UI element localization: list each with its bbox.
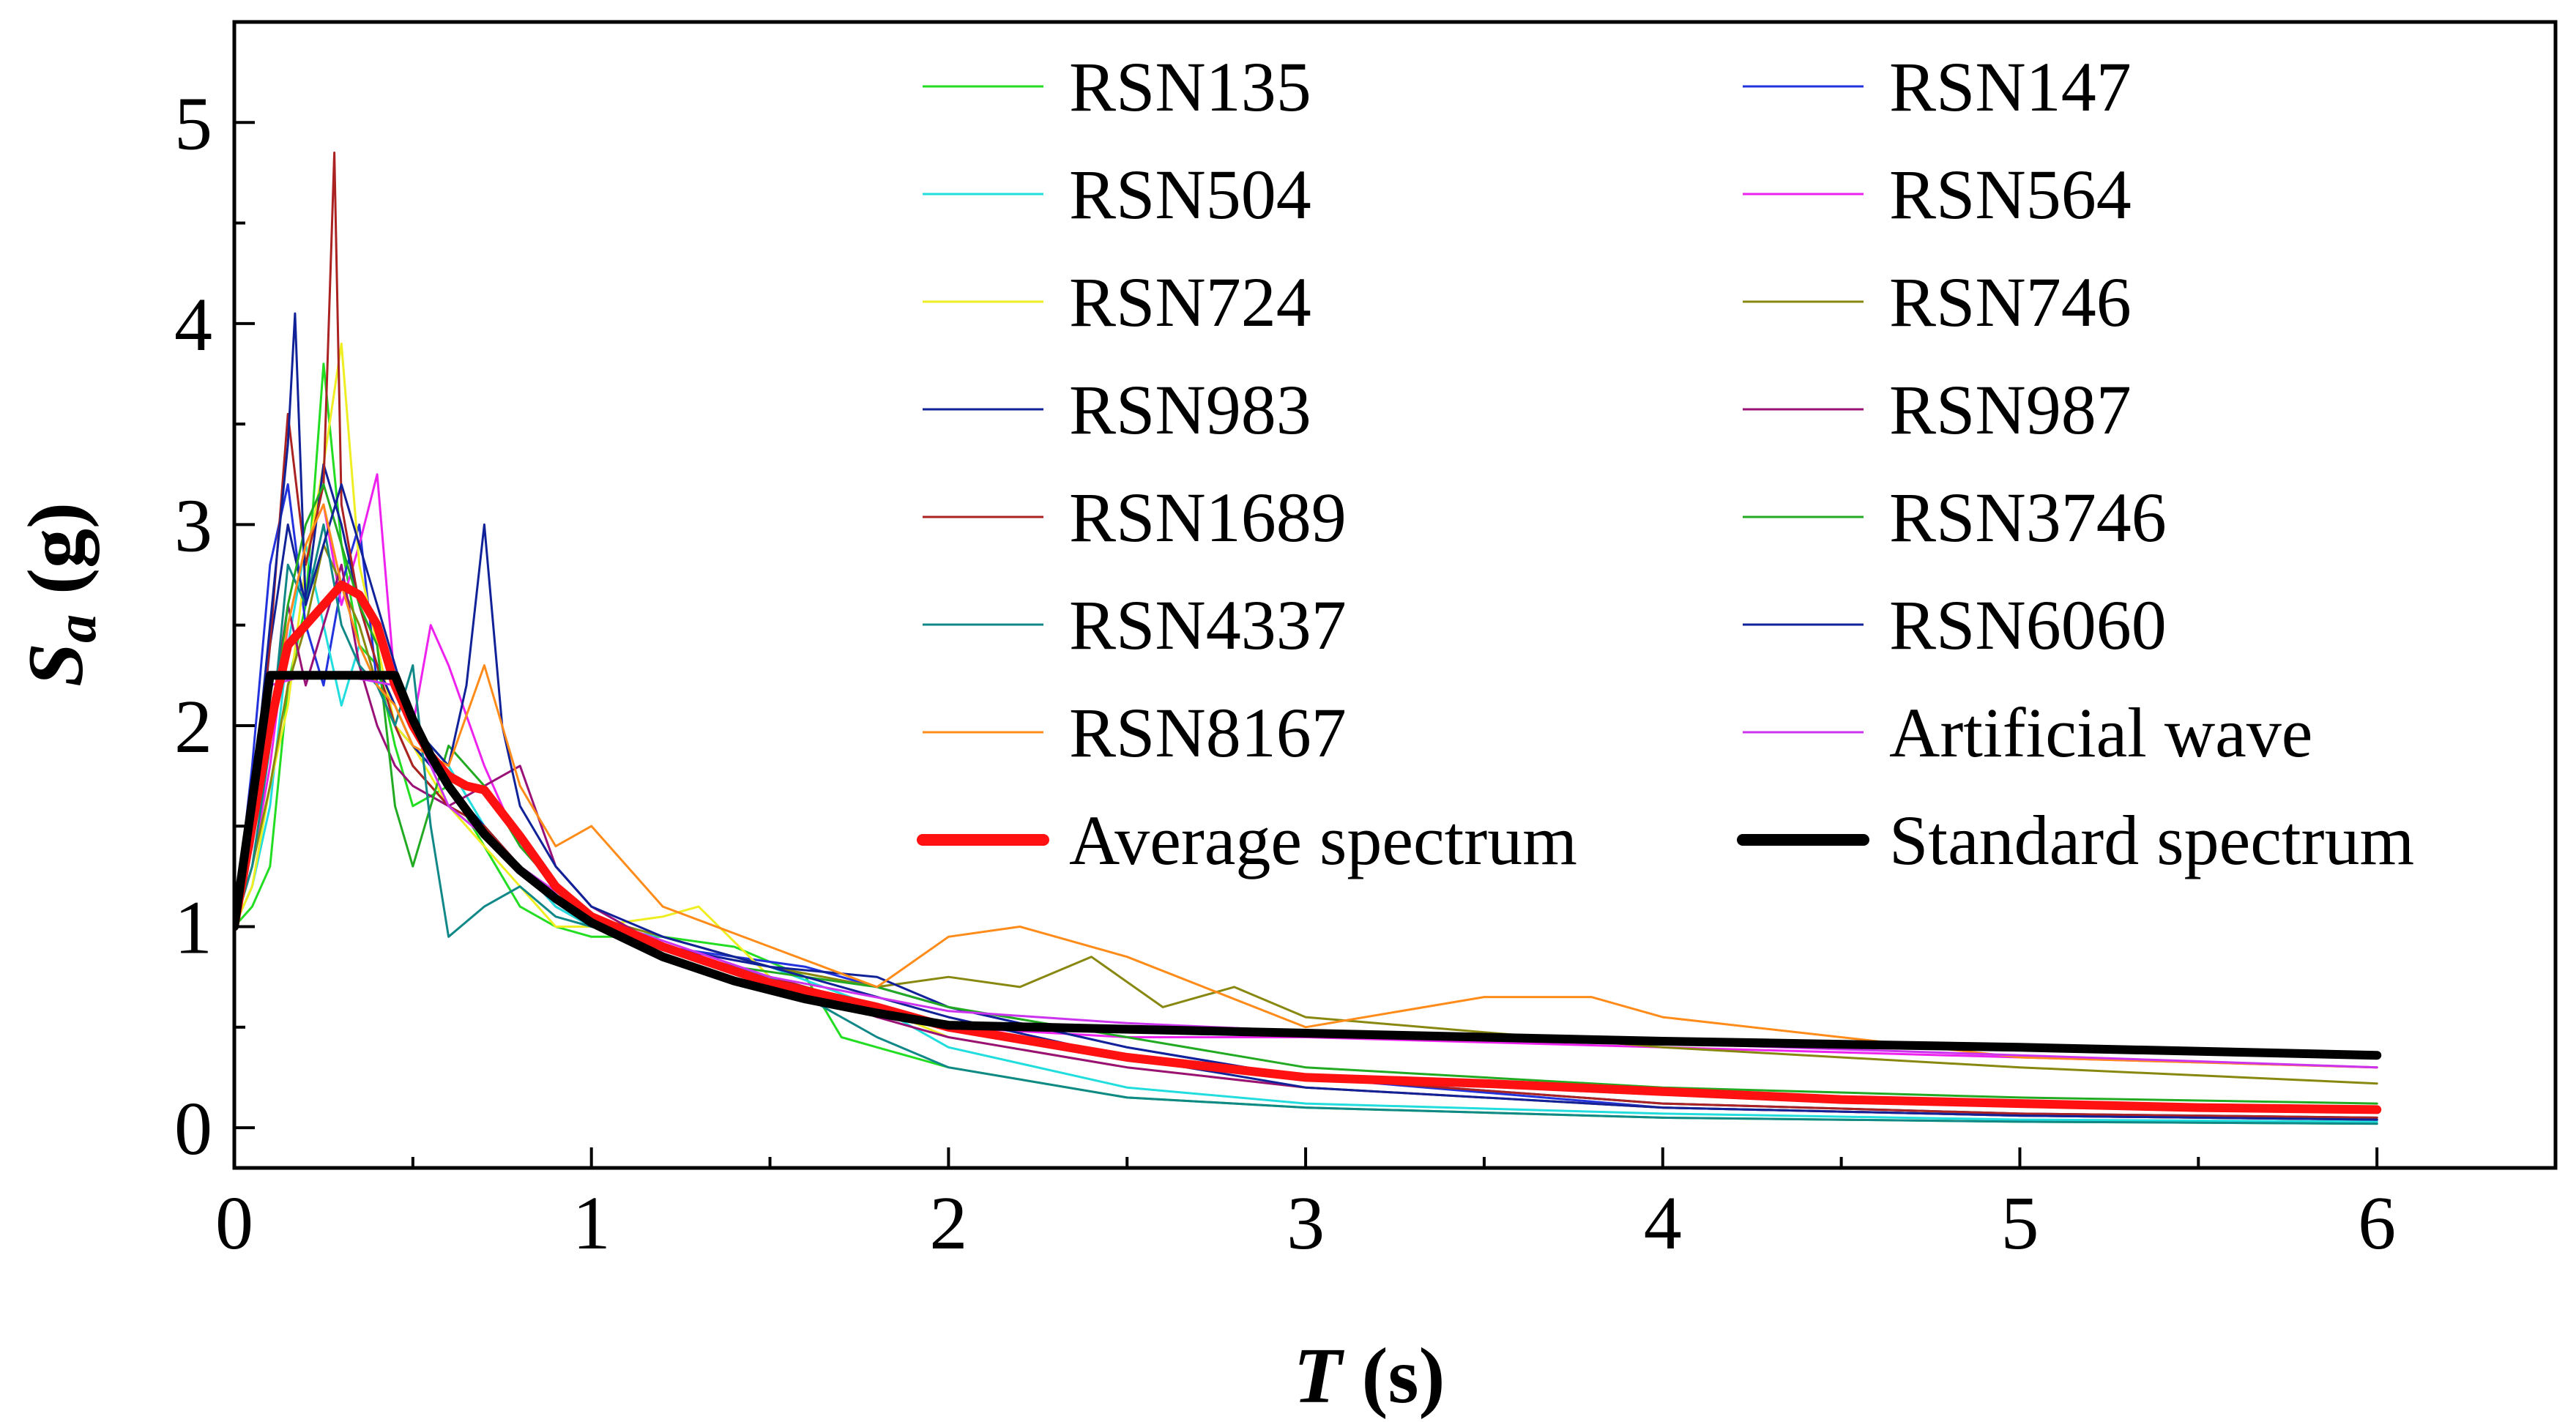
y-axis-title-symbol: S xyxy=(12,643,100,687)
y-tick-label: 2 xyxy=(174,685,212,769)
legend-entry-rsn564: RSN564 xyxy=(1743,155,2132,234)
legend-entry-average-spectrum: Average spectrum xyxy=(917,801,1577,879)
x-axis-title-unit: (s) xyxy=(1342,1333,1445,1420)
legend-label: RSN987 xyxy=(1889,371,2132,449)
legend-entry-rsn4337: RSN4337 xyxy=(923,586,1347,664)
axis-ticks xyxy=(233,21,2557,1168)
legend-entry-rsn6060: RSN6060 xyxy=(1743,586,2167,664)
x-tick-label: 6 xyxy=(2358,1181,2396,1265)
legend-entry-artificial-wave: Artificial wave xyxy=(1743,693,2312,772)
x-tick-label: 2 xyxy=(929,1181,967,1265)
x-tick-label: 1 xyxy=(573,1181,611,1265)
y-axis-title-subscript: a xyxy=(44,614,108,643)
series-layer xyxy=(234,152,2382,1125)
x-tick-label: 4 xyxy=(1644,1181,1682,1265)
legend-entry-rsn987: RSN987 xyxy=(1743,371,2132,449)
y-tick-label: 3 xyxy=(174,483,212,567)
legend-entry-rsn135: RSN135 xyxy=(923,48,1311,126)
legend-label: RSN983 xyxy=(1069,371,1311,449)
legend-label: RSN746 xyxy=(1889,263,2132,341)
legend-label: Standard spectrum xyxy=(1889,801,2414,879)
series-line-average-spectrum xyxy=(234,580,2382,1114)
legend: RSN135 RSN147 RSN504 RSN564 RSN724 RSN746 RSN9… xyxy=(917,48,2414,879)
series-line-standard-spectrum xyxy=(234,671,2382,1060)
legend-entry-rsn983: RSN983 xyxy=(923,371,1311,449)
x-tick-label: 0 xyxy=(215,1181,253,1265)
y-tick-label: 4 xyxy=(174,283,212,367)
y-tick-label: 1 xyxy=(174,886,212,970)
legend-label: RSN147 xyxy=(1889,48,2132,126)
legend-entry-rsn1689: RSN1689 xyxy=(923,478,1347,556)
legend-label: RSN564 xyxy=(1889,155,2132,234)
legend-entry-rsn504: RSN504 xyxy=(923,155,1311,234)
y-axis-title: Sa (g) xyxy=(12,502,108,687)
legend-label: Average spectrum xyxy=(1069,801,1577,879)
legend-entry-rsn147: RSN147 xyxy=(1743,48,2132,126)
legend-label: RSN8167 xyxy=(1069,693,1347,772)
plot-frame xyxy=(232,20,2558,1170)
legend-label: RSN1689 xyxy=(1069,478,1347,556)
x-axis-title: T (s) xyxy=(1294,1333,1445,1420)
legend-entry-rsn746: RSN746 xyxy=(1743,263,2132,341)
legend-label: RSN6060 xyxy=(1889,586,2167,664)
y-tick-label: 5 xyxy=(174,81,212,165)
legend-label: RSN4337 xyxy=(1069,586,1347,664)
legend-label: RSN135 xyxy=(1069,48,1311,126)
y-tick-label: 0 xyxy=(174,1087,212,1171)
y-axis-title-unit: (g) xyxy=(12,502,100,614)
series-line-rsn6060 xyxy=(234,312,2378,1121)
legend-label: RSN3746 xyxy=(1889,478,2167,556)
series-line-rsn8167 xyxy=(234,503,2378,1069)
legend-entry-rsn724: RSN724 xyxy=(923,263,1311,341)
legend-label: Artificial wave xyxy=(1889,693,2312,772)
legend-label: RSN504 xyxy=(1069,155,1311,234)
axis-tick-labels: 0 1 2 3 4 5 6 0 1 2 3 4 5 xyxy=(174,81,2396,1265)
legend-entry-rsn8167: RSN8167 xyxy=(923,693,1347,772)
x-axis-title-symbol: T xyxy=(1294,1333,1345,1420)
legend-entry-standard-spectrum: Standard spectrum xyxy=(1737,801,2414,879)
x-tick-label: 5 xyxy=(2000,1181,2039,1265)
legend-label: RSN724 xyxy=(1069,263,1311,341)
legend-entry-rsn3746: RSN3746 xyxy=(1743,478,2167,556)
x-tick-label: 3 xyxy=(1287,1181,1325,1265)
